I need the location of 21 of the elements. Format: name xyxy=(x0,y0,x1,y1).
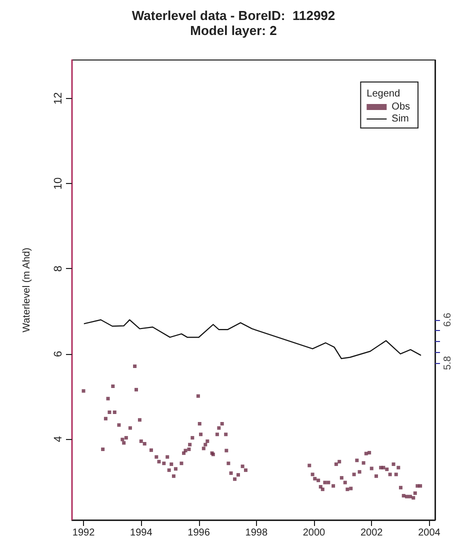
chart-title: Waterlevel data - BoreID: 112992 xyxy=(132,8,336,23)
y-tick-label: 10 xyxy=(52,177,64,190)
legend-label: Obs xyxy=(392,102,410,112)
y-tick-label: 6 xyxy=(52,350,64,357)
y-tick-label: 12 xyxy=(52,92,64,104)
x-tick-label: 2002 xyxy=(360,528,384,538)
x-tick-label: 1994 xyxy=(130,528,153,538)
x-tick-label: 1992 xyxy=(72,528,96,538)
x-tick-label: 1996 xyxy=(188,528,210,538)
x-tick-label: 2000 xyxy=(302,528,326,538)
x-tick-label: 2004 xyxy=(418,528,441,538)
y2-tick-label: 6.6 xyxy=(442,312,454,327)
legend-label: Sim xyxy=(392,114,409,124)
chart-subtitle: Model layer: 2 xyxy=(190,23,277,38)
x-tick-label: 1998 xyxy=(245,528,268,538)
y-tick-label: 8 xyxy=(52,266,64,272)
legend-title: Legend xyxy=(366,88,400,100)
y-axis-title: Waterlevel (m Ahd) xyxy=(22,248,32,332)
y-tick-label: 4 xyxy=(52,436,64,442)
line-series xyxy=(84,319,422,360)
y2-tick-label: 5.8 xyxy=(442,356,454,370)
